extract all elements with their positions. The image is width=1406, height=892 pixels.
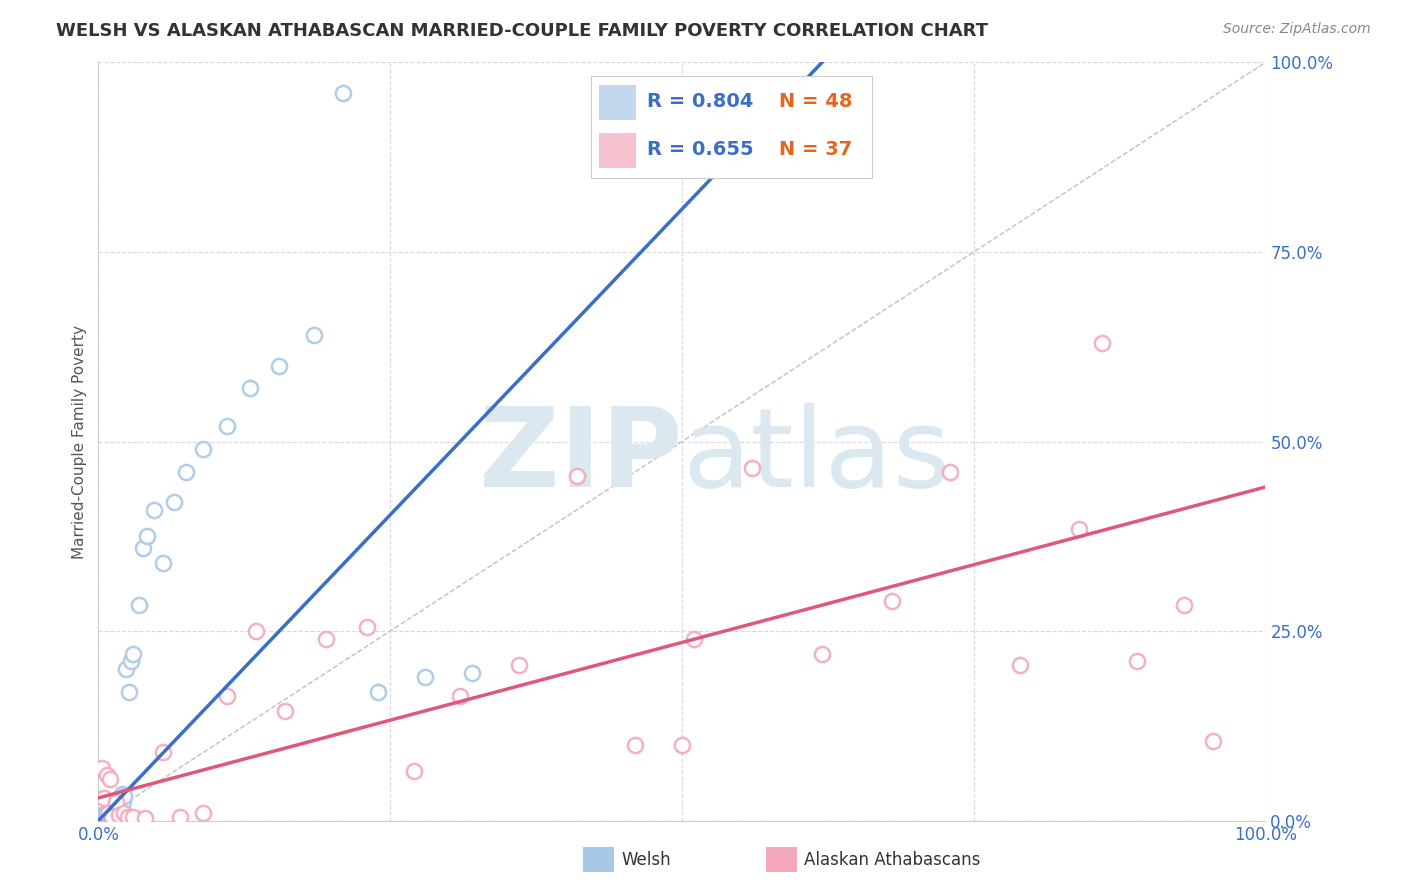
Point: [136, 529, 159, 543]
Point: [402, 764, 425, 779]
Point: [122, 647, 145, 661]
Point: [245, 624, 267, 639]
Text: atlas: atlas: [682, 403, 950, 510]
Point: [1126, 655, 1149, 669]
Point: [100, 806, 122, 821]
Text: Source: ZipAtlas.com: Source: ZipAtlas.com: [1223, 22, 1371, 37]
Point: [128, 598, 150, 612]
Point: [111, 795, 134, 809]
Point: [104, 795, 127, 809]
Point: [94, 811, 117, 825]
Point: [193, 806, 215, 821]
Point: [111, 787, 134, 801]
Point: [1091, 335, 1114, 350]
Point: [741, 461, 763, 475]
Point: [367, 685, 389, 699]
Point: [671, 738, 693, 752]
FancyBboxPatch shape: [599, 85, 636, 120]
Point: [96, 806, 118, 821]
Point: [110, 797, 132, 811]
Text: WELSH VS ALASKAN ATHABASCAN MARRIED-COUPLE FAMILY POVERTY CORRELATION CHART: WELSH VS ALASKAN ATHABASCAN MARRIED-COUP…: [56, 22, 988, 40]
Point: [105, 795, 128, 809]
Point: [97, 805, 120, 819]
Point: [132, 541, 155, 555]
Point: [939, 465, 962, 479]
Point: [565, 468, 588, 483]
Point: [112, 789, 135, 804]
Text: Alaskan Athabascans: Alaskan Athabascans: [804, 851, 980, 869]
Point: [508, 658, 530, 673]
Point: [104, 798, 127, 813]
Point: [91, 810, 114, 824]
Text: R = 0.655: R = 0.655: [647, 140, 754, 159]
Point: [115, 662, 138, 676]
Point: [215, 689, 238, 703]
Point: [90, 760, 112, 774]
Point: [96, 768, 118, 782]
Point: [1010, 658, 1032, 673]
Point: [304, 328, 326, 343]
Point: [193, 442, 215, 457]
Point: [107, 798, 129, 813]
Y-axis label: Married-Couple Family Poverty: Married-Couple Family Poverty: [72, 325, 87, 558]
Point: [413, 669, 436, 683]
Point: [152, 746, 174, 760]
Point: [122, 810, 145, 824]
Point: [103, 805, 125, 819]
Point: [90, 811, 112, 825]
Point: [98, 810, 121, 824]
Point: [269, 359, 291, 373]
Point: [143, 503, 166, 517]
Point: [101, 800, 124, 814]
Point: [98, 802, 121, 816]
FancyBboxPatch shape: [599, 133, 636, 168]
Point: [118, 685, 141, 699]
Point: [90, 812, 112, 826]
Point: [120, 655, 142, 669]
Point: [880, 594, 903, 608]
Point: [112, 806, 135, 821]
Point: [104, 802, 127, 816]
Point: [97, 809, 120, 823]
Point: [1067, 522, 1090, 536]
Point: [93, 811, 115, 825]
Point: [108, 807, 131, 822]
Point: [274, 704, 297, 718]
Point: [91, 807, 114, 822]
Point: [332, 86, 354, 100]
Point: [1173, 598, 1195, 612]
Point: [163, 495, 186, 509]
Point: [239, 382, 262, 396]
Point: [94, 806, 117, 821]
Point: [624, 738, 647, 752]
Point: [117, 810, 139, 824]
Point: [97, 807, 120, 822]
Point: [93, 808, 115, 822]
Point: [356, 620, 378, 634]
Point: [174, 465, 197, 479]
Point: [93, 791, 115, 805]
Text: ZIP: ZIP: [478, 403, 682, 510]
Point: [134, 811, 156, 825]
Point: [152, 556, 174, 570]
Text: N = 37: N = 37: [779, 140, 852, 159]
Point: [98, 772, 121, 786]
Point: [169, 810, 191, 824]
Point: [97, 806, 120, 821]
Text: Welsh: Welsh: [621, 851, 671, 869]
Text: N = 48: N = 48: [779, 93, 852, 112]
Text: R = 0.804: R = 0.804: [647, 93, 754, 112]
Point: [811, 647, 834, 661]
Point: [682, 632, 704, 646]
Point: [215, 419, 238, 434]
Point: [101, 810, 124, 824]
Point: [101, 807, 124, 822]
Point: [96, 810, 118, 824]
Point: [108, 791, 131, 805]
Point: [1202, 734, 1225, 748]
Point: [461, 665, 484, 680]
Point: [449, 689, 471, 703]
Point: [315, 632, 337, 646]
